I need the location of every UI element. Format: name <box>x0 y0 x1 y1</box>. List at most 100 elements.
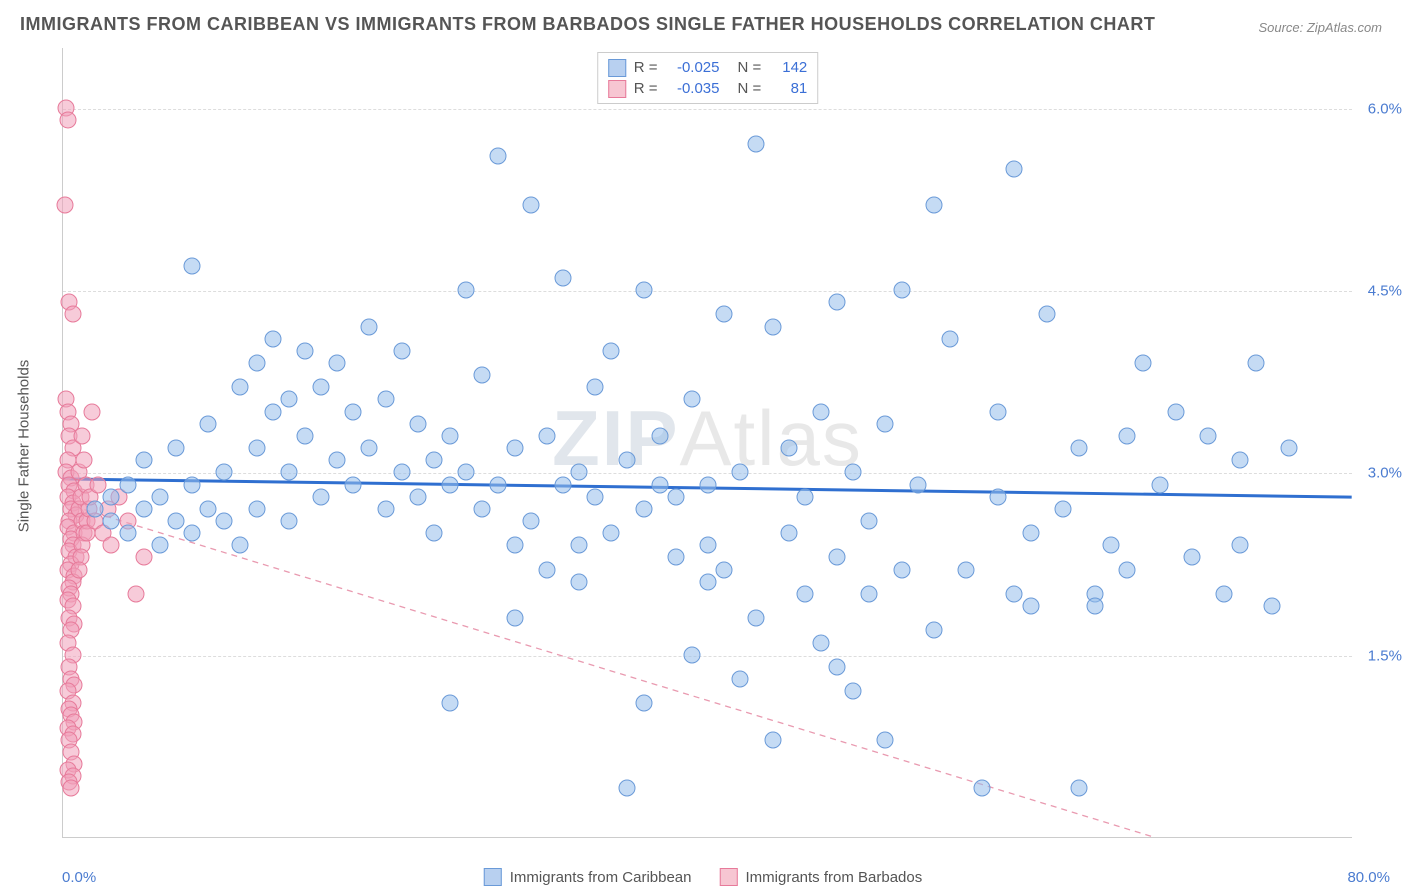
caribbean-point <box>280 391 297 408</box>
caribbean-point <box>345 476 362 493</box>
y-tick-label: 4.5% <box>1358 283 1402 300</box>
caribbean-point <box>619 780 636 797</box>
caribbean-point <box>877 731 894 748</box>
caribbean-point <box>829 294 846 311</box>
barbados-point <box>56 197 73 214</box>
caribbean-point <box>264 330 281 347</box>
caribbean-point <box>796 585 813 602</box>
caribbean-point <box>119 476 136 493</box>
caribbean-point <box>732 671 749 688</box>
plot-area: ZIP Atlas R =-0.025N =142R =-0.035N =81 … <box>62 48 1352 838</box>
caribbean-point <box>280 464 297 481</box>
x-axis-min-label: 0.0% <box>62 869 96 886</box>
caribbean-point <box>635 282 652 299</box>
caribbean-point <box>458 282 475 299</box>
caribbean-point <box>409 488 426 505</box>
caribbean-point <box>554 269 571 286</box>
caribbean-point <box>87 500 104 517</box>
caribbean-point <box>1264 598 1281 615</box>
caribbean-point <box>716 306 733 323</box>
caribbean-point <box>587 379 604 396</box>
legend-series: Immigrants from Caribbean Immigrants from… <box>484 868 922 886</box>
caribbean-point <box>845 464 862 481</box>
caribbean-point <box>700 537 717 554</box>
source-label: Source: ZipAtlas.com <box>1258 20 1382 35</box>
caribbean-point <box>603 525 620 542</box>
caribbean-point <box>958 561 975 578</box>
caribbean-point <box>1103 537 1120 554</box>
caribbean-point <box>522 513 539 530</box>
caribbean-point <box>119 525 136 542</box>
caribbean-point <box>474 500 491 517</box>
caribbean-point <box>345 403 362 420</box>
caribbean-point <box>667 549 684 566</box>
caribbean-point <box>442 427 459 444</box>
caribbean-point <box>151 488 168 505</box>
barbados-point <box>103 537 120 554</box>
caribbean-point <box>1006 160 1023 177</box>
barbados-point <box>74 427 91 444</box>
caribbean-point <box>538 427 555 444</box>
caribbean-point <box>280 513 297 530</box>
r-label: R = <box>634 57 658 78</box>
y-tick-label: 6.0% <box>1358 100 1402 117</box>
caribbean-point <box>103 488 120 505</box>
caribbean-point <box>184 525 201 542</box>
legend-correl-row: R =-0.035N =81 <box>608 78 808 99</box>
r-label: R = <box>634 78 658 99</box>
caribbean-point <box>490 476 507 493</box>
caribbean-point <box>635 500 652 517</box>
n-value: 142 <box>769 57 807 78</box>
legend-series-label: Immigrants from Caribbean <box>510 869 692 886</box>
caribbean-point <box>796 488 813 505</box>
caribbean-point <box>748 136 765 153</box>
caribbean-point <box>248 500 265 517</box>
legend-series-label: Immigrants from Barbados <box>746 869 923 886</box>
caribbean-point <box>184 476 201 493</box>
caribbean-point <box>587 488 604 505</box>
caribbean-point <box>925 622 942 639</box>
caribbean-point <box>571 537 588 554</box>
caribbean-point <box>603 342 620 359</box>
caribbean-point <box>506 440 523 457</box>
caribbean-point <box>167 440 184 457</box>
barbados-point <box>135 549 152 566</box>
caribbean-point <box>1216 585 1233 602</box>
caribbean-point <box>232 537 249 554</box>
barbados-point <box>75 452 92 469</box>
caribbean-point <box>812 634 829 651</box>
caribbean-point <box>861 585 878 602</box>
caribbean-point <box>780 525 797 542</box>
caribbean-point <box>1248 355 1265 372</box>
caribbean-point <box>296 342 313 359</box>
gridline <box>63 291 1352 292</box>
legend-series-item: Immigrants from Caribbean <box>484 868 692 886</box>
caribbean-point <box>184 257 201 274</box>
caribbean-point <box>135 452 152 469</box>
caribbean-point <box>506 537 523 554</box>
caribbean-point <box>683 646 700 663</box>
caribbean-point <box>296 427 313 444</box>
barbados-point <box>71 561 88 578</box>
caribbean-point <box>700 476 717 493</box>
caribbean-point <box>893 282 910 299</box>
caribbean-point <box>409 415 426 432</box>
barbados-point <box>84 403 101 420</box>
caribbean-point <box>845 683 862 700</box>
caribbean-point <box>829 549 846 566</box>
caribbean-point <box>700 573 717 590</box>
watermark-atlas: Atlas <box>679 392 862 483</box>
caribbean-point <box>216 464 233 481</box>
caribbean-point <box>1087 598 1104 615</box>
caribbean-point <box>167 513 184 530</box>
caribbean-point <box>1054 500 1071 517</box>
caribbean-point <box>732 464 749 481</box>
caribbean-point <box>200 500 217 517</box>
caribbean-point <box>893 561 910 578</box>
caribbean-point <box>909 476 926 493</box>
legend-correlation: R =-0.025N =142R =-0.035N =81 <box>597 52 819 104</box>
caribbean-point <box>1070 780 1087 797</box>
caribbean-point <box>1232 452 1249 469</box>
caribbean-point <box>716 561 733 578</box>
caribbean-point <box>1280 440 1297 457</box>
